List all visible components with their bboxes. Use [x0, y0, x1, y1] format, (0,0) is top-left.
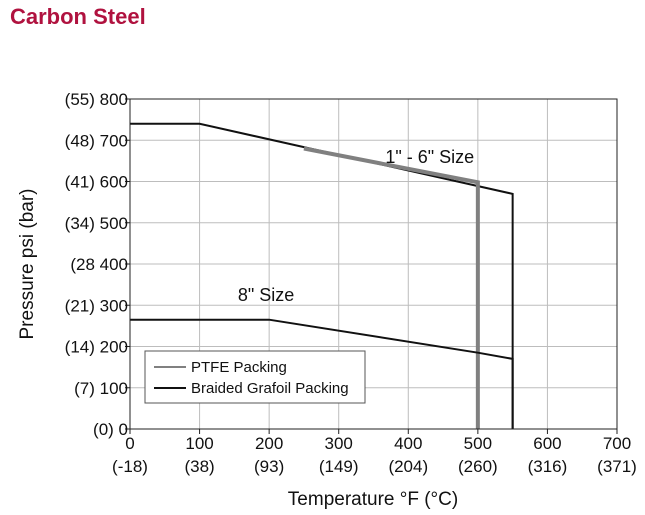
x-tick-label-f: 600 — [533, 434, 561, 453]
y-tick-label: (41) 600 — [65, 173, 128, 192]
series-line-2 — [130, 318, 514, 429]
y-tick-label: (0) 0 — [93, 420, 128, 439]
chart-title: Carbon Steel — [10, 4, 146, 29]
x-tick-label-f: 500 — [464, 434, 492, 453]
y-tick-label: (55) 800 — [65, 90, 128, 109]
legend: PTFE Packing Braided Grafoil Packing — [144, 350, 366, 404]
legend-label-grafoil: Braided Grafoil Packing — [191, 380, 349, 397]
y-tick-label: (14) 200 — [65, 338, 128, 357]
y-axis-label: Pressure psi (bar) — [17, 189, 38, 340]
x-tick-label-c: (-18) — [112, 457, 148, 476]
annotation-label: 8" Size — [238, 285, 294, 305]
x-tick-label-c: (371) — [597, 457, 637, 476]
y-tick-label: (48) 700 — [65, 131, 128, 150]
y-tick-label: (21) 300 — [65, 296, 128, 315]
x-axis-label: Temperature °F (°C) — [288, 489, 458, 510]
x-tick-label-c: (316) — [528, 457, 568, 476]
annotation-label: 1" - 6" Size — [385, 147, 474, 167]
y-axis-ticks: (0) 0 (7) 100 (14) 200 (21) 300 (28 400 (34) … — [65, 90, 130, 439]
y-tick-label: (34) 500 — [65, 214, 128, 233]
x-tick-label-c: (38) — [184, 457, 214, 476]
y-tick-label: (7) 100 — [74, 379, 128, 398]
x-tick-label-f: 200 — [255, 434, 283, 453]
x-tick-label-f: 100 — [185, 434, 213, 453]
x-tick-label-f: 300 — [325, 434, 353, 453]
annotations: 1" - 6" Size 8" Size — [238, 147, 474, 305]
series-line-1 — [303, 146, 480, 429]
legend-box — [144, 350, 366, 404]
x-tick-label-f: 0 — [125, 434, 134, 453]
x-tick-label-c: (260) — [458, 457, 498, 476]
x-axis-ticks: 0 (-18) 100 (38) 200 (93) 300 (149) 400 (204) 500 (… — [112, 429, 637, 476]
x-tick-label-c: (204) — [388, 457, 428, 476]
x-tick-label-c: (149) — [319, 457, 359, 476]
series-lines — [130, 122, 514, 429]
x-tick-label-f: 700 — [603, 434, 631, 453]
legend-label-ptfe: PTFE Packing — [191, 359, 287, 376]
y-tick-label: (28 400 — [70, 255, 128, 274]
x-tick-label-f: 400 — [394, 434, 422, 453]
x-tick-label-c: (93) — [254, 457, 284, 476]
